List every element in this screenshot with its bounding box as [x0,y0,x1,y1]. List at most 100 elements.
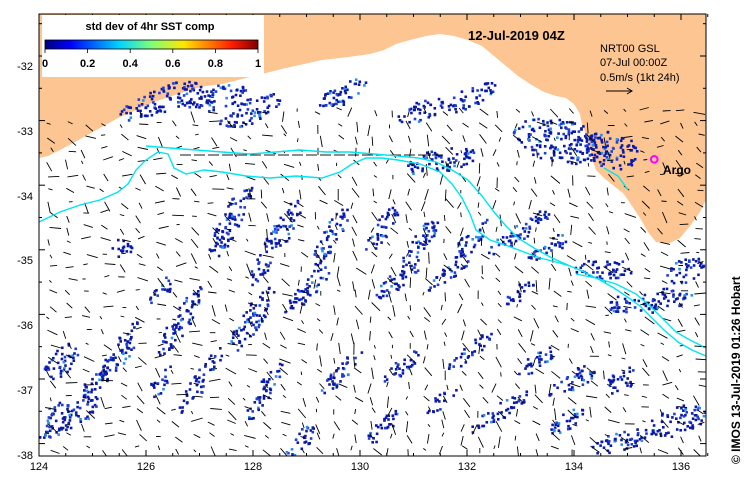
current-vector [371,302,381,312]
current-vector [210,340,217,343]
current-vector [643,185,650,192]
current-vector [590,149,600,153]
current-vector [283,200,293,206]
current-vector [297,120,300,128]
current-vector [514,176,520,183]
current-vector [350,445,353,451]
current-vector [607,354,612,357]
current-vector [334,200,344,206]
current-vector [120,382,128,387]
current-vector [387,290,392,303]
current-vector [68,278,78,281]
current-vector [356,121,359,133]
current-vector [491,383,497,393]
current-vector [567,397,577,405]
current-vector [680,122,684,129]
current-vector [175,187,182,197]
current-vector [660,136,665,142]
current-vector [282,303,288,313]
current-vector [226,120,234,129]
current-vector [121,394,128,400]
current-vector [336,317,339,326]
current-vector [603,331,612,334]
current-vector [405,421,409,433]
current-vector [405,411,409,416]
current-vector [319,383,325,390]
current-vector [280,383,286,391]
current-vector [230,330,239,340]
current-vector [386,242,391,246]
current-vector [405,214,408,223]
current-vector [82,368,90,373]
current-vector [263,358,269,364]
current-vector [208,111,218,114]
current-vector [570,328,579,333]
current-vector [388,331,393,339]
current-vector [46,370,51,378]
current-vector [194,172,202,178]
current-vector [695,281,699,288]
lon-tick-labels: 124 126 128 130 132 134 136 [30,461,690,473]
current-vector [262,111,267,114]
current-vector [660,251,669,257]
current-vector [280,410,291,414]
date-label: 12-Jul-2019 04Z [468,28,565,43]
current-vector [515,409,519,417]
current-vector [373,161,377,167]
current-vector [193,382,199,385]
current-vector [299,161,302,166]
current-vector [118,186,123,189]
current-vector [517,289,522,298]
current-vector [586,367,595,375]
current-vector [154,200,165,204]
current-vector [134,445,140,448]
current-vector [172,292,178,298]
current-vector [661,200,667,202]
current-vector [47,201,51,213]
current-vector [477,211,482,216]
current-vector [391,213,397,223]
current-vector [460,150,463,154]
axis-ticks [38,14,709,456]
current-vector [336,448,340,456]
current-vector [528,199,532,210]
current-vector [420,201,426,212]
current-vector [492,200,497,210]
current-vector [355,267,367,275]
current-vector [279,331,286,340]
current-vector [438,276,442,282]
current-vector [333,421,341,431]
current-vector [260,189,263,199]
lat-tick-label: -36 [17,320,33,332]
current-vector [371,251,378,258]
current-vector [189,277,200,281]
colorbar-tick-label: 0.4 [123,58,139,70]
current-vector [212,227,220,235]
current-vector [698,384,706,388]
current-vector [174,238,183,243]
current-vector [284,226,290,232]
current-vector [353,384,356,393]
current-vector [334,224,338,231]
current-vector [390,354,393,359]
current-vector [175,135,180,140]
current-vector [462,398,471,408]
current-vector [606,150,611,159]
current-vector [605,393,610,399]
current-vector [621,369,626,372]
current-vector [568,202,578,208]
current-vector [154,354,165,359]
current-vector [606,226,610,235]
current-vector [104,201,111,212]
current-vector [117,345,121,350]
current-vector [192,124,199,127]
current-vector [387,277,394,285]
current-vector [135,305,139,311]
current-vector [262,342,271,349]
current-vector [534,394,543,404]
current-vector [694,317,700,326]
current-vector [554,408,557,421]
current-vector [373,355,376,361]
current-vector [47,356,58,364]
current-vector [299,303,303,314]
